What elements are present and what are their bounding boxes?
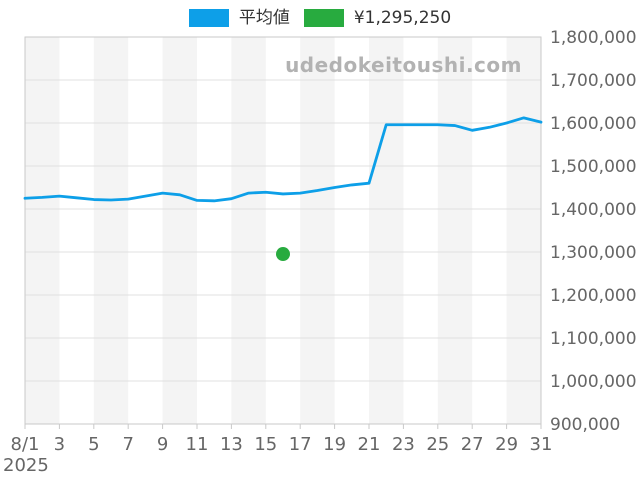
plot-band: [162, 37, 197, 424]
x-axis-label: 13: [220, 434, 243, 455]
y-axis-label: 1,700,000: [550, 71, 637, 91]
x-axis-label: 15: [254, 434, 277, 455]
plot-band: [231, 37, 266, 424]
x-axis-label: 21: [358, 434, 381, 455]
plot-band: [506, 37, 541, 424]
y-axis-label: 1,100,000: [550, 329, 637, 349]
x-axis-label: 17: [289, 434, 312, 455]
x-axis-label: 31: [530, 434, 553, 455]
y-axis-label: 1,600,000: [550, 114, 637, 134]
plot-band: [25, 37, 60, 424]
y-axis-label: 900,000: [550, 415, 620, 435]
x-axis-year-label: 2025: [3, 455, 49, 476]
x-axis-label: 19: [323, 434, 346, 455]
chart-legend: 平均値 ¥1,295,250: [0, 8, 640, 28]
legend-label-average: 平均値: [238, 8, 290, 28]
legend-label-price-point: ¥1,295,250: [353, 8, 452, 28]
y-axis-label: 1,400,000: [550, 200, 637, 220]
x-axis-label: 29: [495, 434, 518, 455]
plot-border: [24, 36, 542, 425]
x-axis-label: 5: [88, 434, 99, 455]
price-point-marker: [276, 247, 290, 262]
average-price-line: [23, 116, 543, 203]
y-axis-label: 1,200,000: [550, 286, 637, 306]
plot-band: [93, 37, 129, 424]
legend-item-price-point[interactable]: ¥1,295,250: [303, 8, 452, 28]
plot-band: [369, 37, 404, 424]
y-axis-label: 1,800,000: [550, 28, 637, 48]
plot-band: [300, 37, 335, 424]
y-axis-label: 1,500,000: [550, 157, 637, 177]
x-axis-label: 27: [461, 434, 484, 455]
x-axis-label: 23: [392, 434, 415, 455]
watermark-text: udedokeitoushi.com: [285, 53, 522, 77]
legend-item-average[interactable]: 平均値: [188, 8, 290, 28]
legend-swatch-price-point-icon: [303, 9, 344, 27]
legend-swatch-average-icon: [188, 9, 229, 27]
y-axis-label: 1,000,000: [550, 372, 637, 392]
x-axis-label: 11: [186, 434, 209, 455]
x-axis-label: 3: [54, 434, 65, 455]
x-axis-label: 25: [426, 434, 449, 455]
x-axis-label: 8/1: [11, 434, 40, 455]
plot-band: [437, 37, 473, 424]
x-axis-label: 9: [157, 434, 168, 455]
y-axis-label: 1,300,000: [550, 243, 637, 263]
x-axis-label: 7: [122, 434, 133, 455]
